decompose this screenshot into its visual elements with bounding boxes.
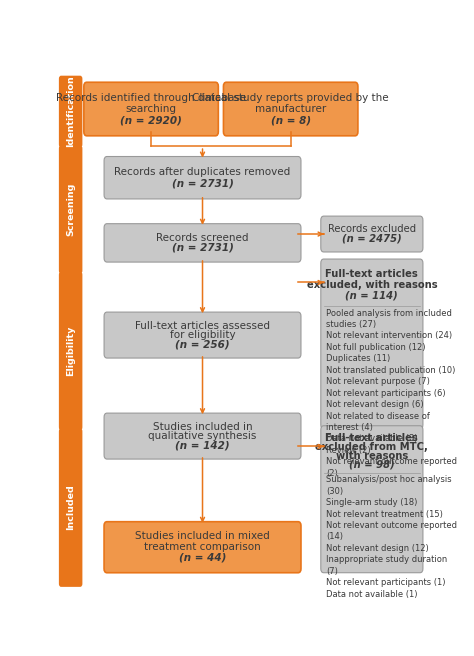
- Text: Included: Included: [66, 485, 75, 531]
- Text: (n = 2475): (n = 2475): [342, 234, 402, 243]
- Text: Records after duplicates removed: Records after duplicates removed: [114, 167, 291, 177]
- FancyBboxPatch shape: [84, 82, 219, 136]
- Text: Eligibility: Eligibility: [66, 326, 75, 376]
- FancyBboxPatch shape: [59, 272, 82, 430]
- FancyBboxPatch shape: [321, 216, 423, 252]
- FancyBboxPatch shape: [104, 157, 301, 199]
- Text: Identification: Identification: [66, 75, 75, 148]
- FancyBboxPatch shape: [104, 522, 301, 573]
- Text: (n = 98): (n = 98): [349, 459, 395, 469]
- FancyBboxPatch shape: [104, 224, 301, 262]
- FancyBboxPatch shape: [59, 75, 82, 148]
- FancyBboxPatch shape: [104, 413, 301, 459]
- Text: (n = 114): (n = 114): [346, 291, 398, 300]
- Text: (n = 8): (n = 8): [271, 115, 311, 125]
- Text: (n = 142): (n = 142): [175, 441, 230, 451]
- Text: Studies included in: Studies included in: [153, 422, 252, 432]
- Text: (n = 2731): (n = 2731): [172, 178, 234, 188]
- Text: (n = 2731): (n = 2731): [172, 243, 234, 253]
- Text: for eligibility: for eligibility: [170, 330, 235, 340]
- FancyBboxPatch shape: [321, 259, 423, 429]
- Text: Full-text articles assessed: Full-text articles assessed: [135, 321, 270, 331]
- Text: Records excluded: Records excluded: [328, 224, 416, 234]
- Text: Pooled analysis from included
studies (27)
Not relevant intervention (24)
Not fu: Pooled analysis from included studies (2…: [326, 308, 457, 478]
- Text: (n = 44): (n = 44): [179, 553, 226, 563]
- Text: Subanalysis/post hoc analysis
(30)
Single-arm study (18)
Not relevant treatment : Subanalysis/post hoc analysis (30) Singl…: [326, 475, 457, 599]
- Text: Records screened: Records screened: [156, 233, 249, 243]
- FancyBboxPatch shape: [321, 426, 423, 573]
- Text: Records identified through database: Records identified through database: [56, 92, 246, 102]
- Text: searching: searching: [126, 104, 177, 114]
- Text: Screening: Screening: [66, 183, 75, 236]
- Text: (n = 256): (n = 256): [175, 340, 230, 350]
- FancyBboxPatch shape: [223, 82, 358, 136]
- Text: manufacturer: manufacturer: [255, 104, 326, 114]
- Text: excluded, with reasons: excluded, with reasons: [307, 279, 437, 289]
- FancyBboxPatch shape: [104, 312, 301, 358]
- Text: Clinical study reports provided by the: Clinical study reports provided by the: [192, 92, 389, 102]
- Text: treatment comparison: treatment comparison: [144, 543, 261, 552]
- Text: with reasons: with reasons: [336, 451, 408, 461]
- Text: Studies included in mixed: Studies included in mixed: [135, 531, 270, 541]
- FancyBboxPatch shape: [59, 146, 82, 274]
- Text: (n = 2920): (n = 2920): [120, 115, 182, 125]
- Text: Full-text articles: Full-text articles: [326, 269, 418, 279]
- FancyBboxPatch shape: [59, 428, 82, 587]
- Text: Full-text articles: Full-text articles: [326, 434, 418, 443]
- Text: excluded from MTC,: excluded from MTC,: [315, 442, 428, 452]
- Text: qualitative synthesis: qualitative synthesis: [148, 431, 257, 441]
